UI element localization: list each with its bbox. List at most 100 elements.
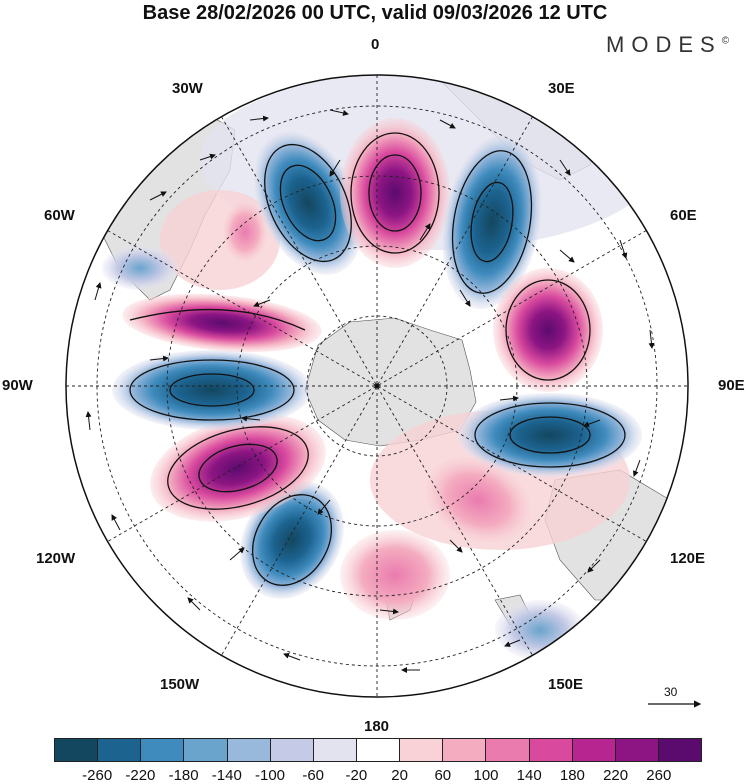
colorbar-tick-label: -180 xyxy=(168,767,199,784)
contour-line xyxy=(167,426,309,510)
colorbar-tick-label: -20 xyxy=(345,767,368,784)
contour-line xyxy=(368,154,422,232)
brand-logo: MODES© xyxy=(606,32,729,58)
wind-vector xyxy=(632,459,641,477)
colorbar-segment xyxy=(400,739,444,761)
wind-vector xyxy=(587,559,601,573)
wind-vector xyxy=(111,514,121,531)
meridian-60e-120w xyxy=(107,230,647,542)
low-anomaly-90w xyxy=(112,350,312,430)
colorbar-tick-label: 140 xyxy=(516,767,542,784)
wind-vectors xyxy=(85,109,655,673)
lon-label-90e: 90E xyxy=(718,377,745,394)
colorbar-tick-label: 180 xyxy=(559,767,585,784)
wind-vector xyxy=(199,153,216,161)
colorbar-tick-label: -260 xyxy=(82,767,113,784)
colorbar-segment xyxy=(227,739,271,761)
contour-line xyxy=(509,416,591,454)
wind-vector xyxy=(253,299,271,308)
wind-vector xyxy=(329,159,341,177)
wind-vector xyxy=(379,608,399,615)
high-anomaly-180 xyxy=(340,530,450,620)
wind-vector xyxy=(94,282,102,301)
wind-vector xyxy=(583,419,601,428)
wind-vector xyxy=(187,597,201,611)
pole-marker xyxy=(374,383,380,389)
wind-vector xyxy=(249,115,269,122)
contour-line xyxy=(279,164,337,242)
contour-line xyxy=(264,143,352,263)
colorbar-segment xyxy=(184,739,228,761)
colorbar-segment xyxy=(658,739,702,761)
lon-label-180: 180 xyxy=(364,718,390,735)
colorbar-tick-label: -100 xyxy=(254,767,286,784)
wind-vector xyxy=(449,539,463,553)
colorbar-segment xyxy=(55,739,99,761)
wind-vector xyxy=(149,191,167,201)
geopotential-contours xyxy=(129,132,626,586)
colorbar-tick-label: -60 xyxy=(302,767,325,784)
contour-line xyxy=(169,373,255,407)
colorbar-segment xyxy=(141,739,185,761)
colorbar-tick-label: 100 xyxy=(473,767,499,784)
lon-label-30w: 30W xyxy=(172,80,203,97)
wind-vector xyxy=(648,329,655,349)
wind-vector xyxy=(619,239,628,259)
contour-line xyxy=(474,402,626,468)
lon-label-150e: 150E xyxy=(548,676,584,693)
map-boundary xyxy=(65,74,689,698)
wind-vector xyxy=(419,223,431,241)
colorbar-segment xyxy=(313,739,357,761)
colorbar-segment xyxy=(615,739,659,761)
contour-line xyxy=(129,359,295,421)
lon-label-150w: 150W xyxy=(160,676,200,693)
wind-vector xyxy=(559,159,571,176)
wind-vector xyxy=(85,411,92,431)
high-anomaly-130e xyxy=(425,456,531,544)
colorbar-tick-label: -220 xyxy=(125,767,156,784)
brand-text: MODES xyxy=(606,32,722,57)
meridian-30w-150e xyxy=(221,116,533,656)
high-anomaly-45w xyxy=(223,202,267,262)
contour-line xyxy=(505,279,591,381)
colorbar-segment xyxy=(98,739,142,761)
colorbar-tick-label: -140 xyxy=(211,767,242,784)
high-anomaly-75w xyxy=(122,293,322,353)
contour-line xyxy=(350,132,440,254)
registered-mark: © xyxy=(721,35,730,47)
colorbar-tick-label: 260 xyxy=(646,767,672,784)
colorbar-segment xyxy=(529,739,573,761)
colorbar-segment xyxy=(270,739,314,761)
wind-vector xyxy=(149,355,169,362)
contour-line xyxy=(129,308,306,331)
colorbar-segment xyxy=(443,739,487,761)
lon-label-120e: 120E xyxy=(670,550,706,567)
lon-label-120w: 120W xyxy=(36,550,76,567)
high-anomaly-60e xyxy=(493,268,603,392)
wind-vector xyxy=(439,119,456,129)
wind-vector xyxy=(229,547,245,561)
contour-line xyxy=(252,494,332,586)
meridian-60w-120e xyxy=(107,230,647,542)
wind-vector xyxy=(241,415,261,422)
graticule xyxy=(66,75,688,697)
wind-vector xyxy=(283,652,301,661)
colorbar-segment xyxy=(356,739,401,761)
lon-label-30e: 30E xyxy=(548,80,575,97)
wind-vector xyxy=(559,249,575,263)
lon-label-60w: 60W xyxy=(44,207,75,224)
contour-line xyxy=(451,150,533,294)
low-anomaly-100e xyxy=(458,393,642,477)
wind-vector xyxy=(317,499,331,515)
wind-vector xyxy=(329,109,349,116)
reference-vector-label: 30 xyxy=(664,685,678,699)
colorbar-segment xyxy=(572,739,616,761)
colorbar-tick-label: 20 xyxy=(391,767,408,784)
high-anomaly-0 xyxy=(340,118,450,268)
colorbar-segment xyxy=(486,739,530,761)
wind-vector xyxy=(504,639,521,647)
wind-vector xyxy=(459,289,471,307)
contour-line xyxy=(198,443,278,493)
low-anomaly-55w xyxy=(102,246,178,290)
